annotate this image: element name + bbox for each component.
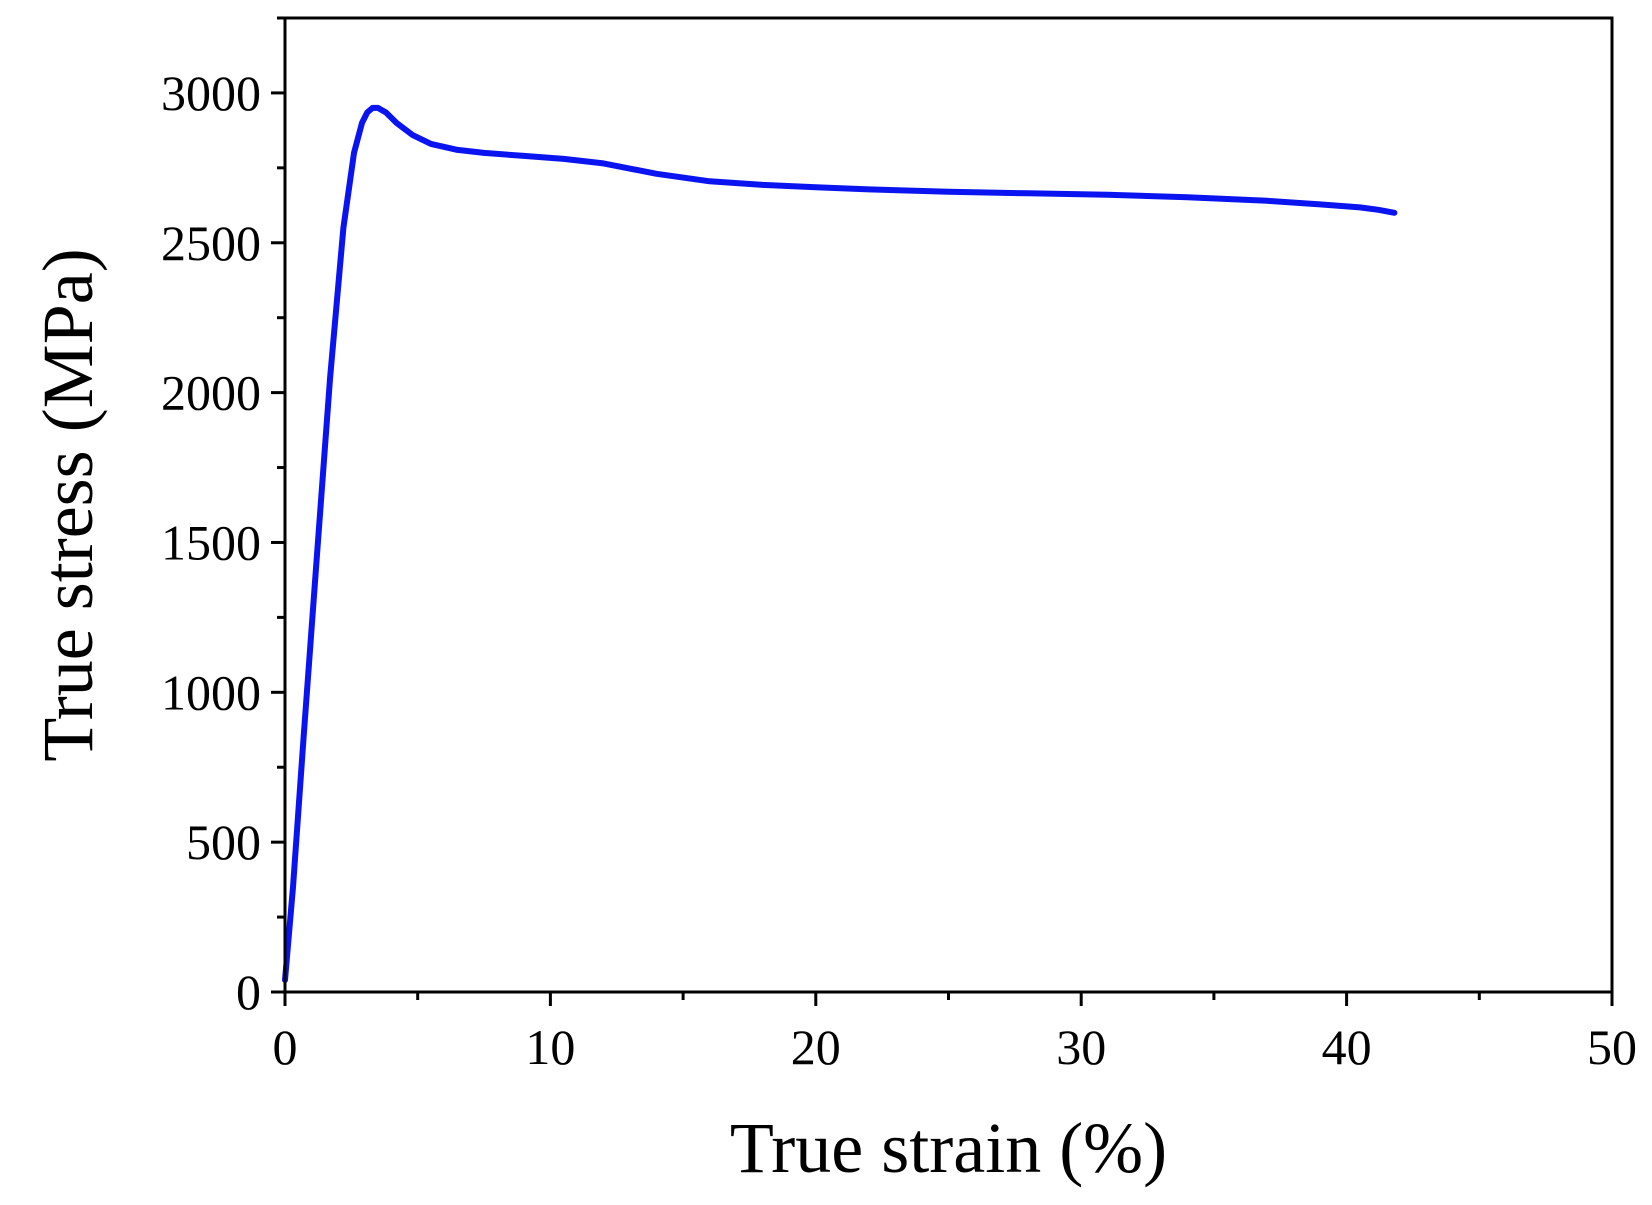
y-tick-label: 2500 xyxy=(161,215,261,271)
y-tick-label: 1500 xyxy=(161,514,261,570)
series-layer xyxy=(282,104,1398,983)
plot-frame xyxy=(283,16,1614,994)
x-tick-label: 50 xyxy=(1587,1019,1637,1075)
x-tick-label: 0 xyxy=(273,1019,298,1075)
y-tick-label: 500 xyxy=(186,814,261,870)
x-tick-label: 10 xyxy=(525,1019,575,1075)
x-tick-label: 20 xyxy=(791,1019,841,1075)
x-tick-label: 30 xyxy=(1056,1019,1106,1075)
y-tick-label: 1000 xyxy=(161,664,261,720)
ticks-layer xyxy=(271,16,1614,1006)
x-axis-title: True strain (%) xyxy=(730,1108,1167,1188)
stress-strain-curve xyxy=(282,104,1398,983)
y-tick-label: 3000 xyxy=(161,65,261,121)
x-tick-label: 40 xyxy=(1322,1019,1372,1075)
y-tick-label: 0 xyxy=(236,964,261,1020)
y-axis-title: True stress (MPa) xyxy=(28,248,108,761)
y-tick-label: 2000 xyxy=(161,365,261,421)
